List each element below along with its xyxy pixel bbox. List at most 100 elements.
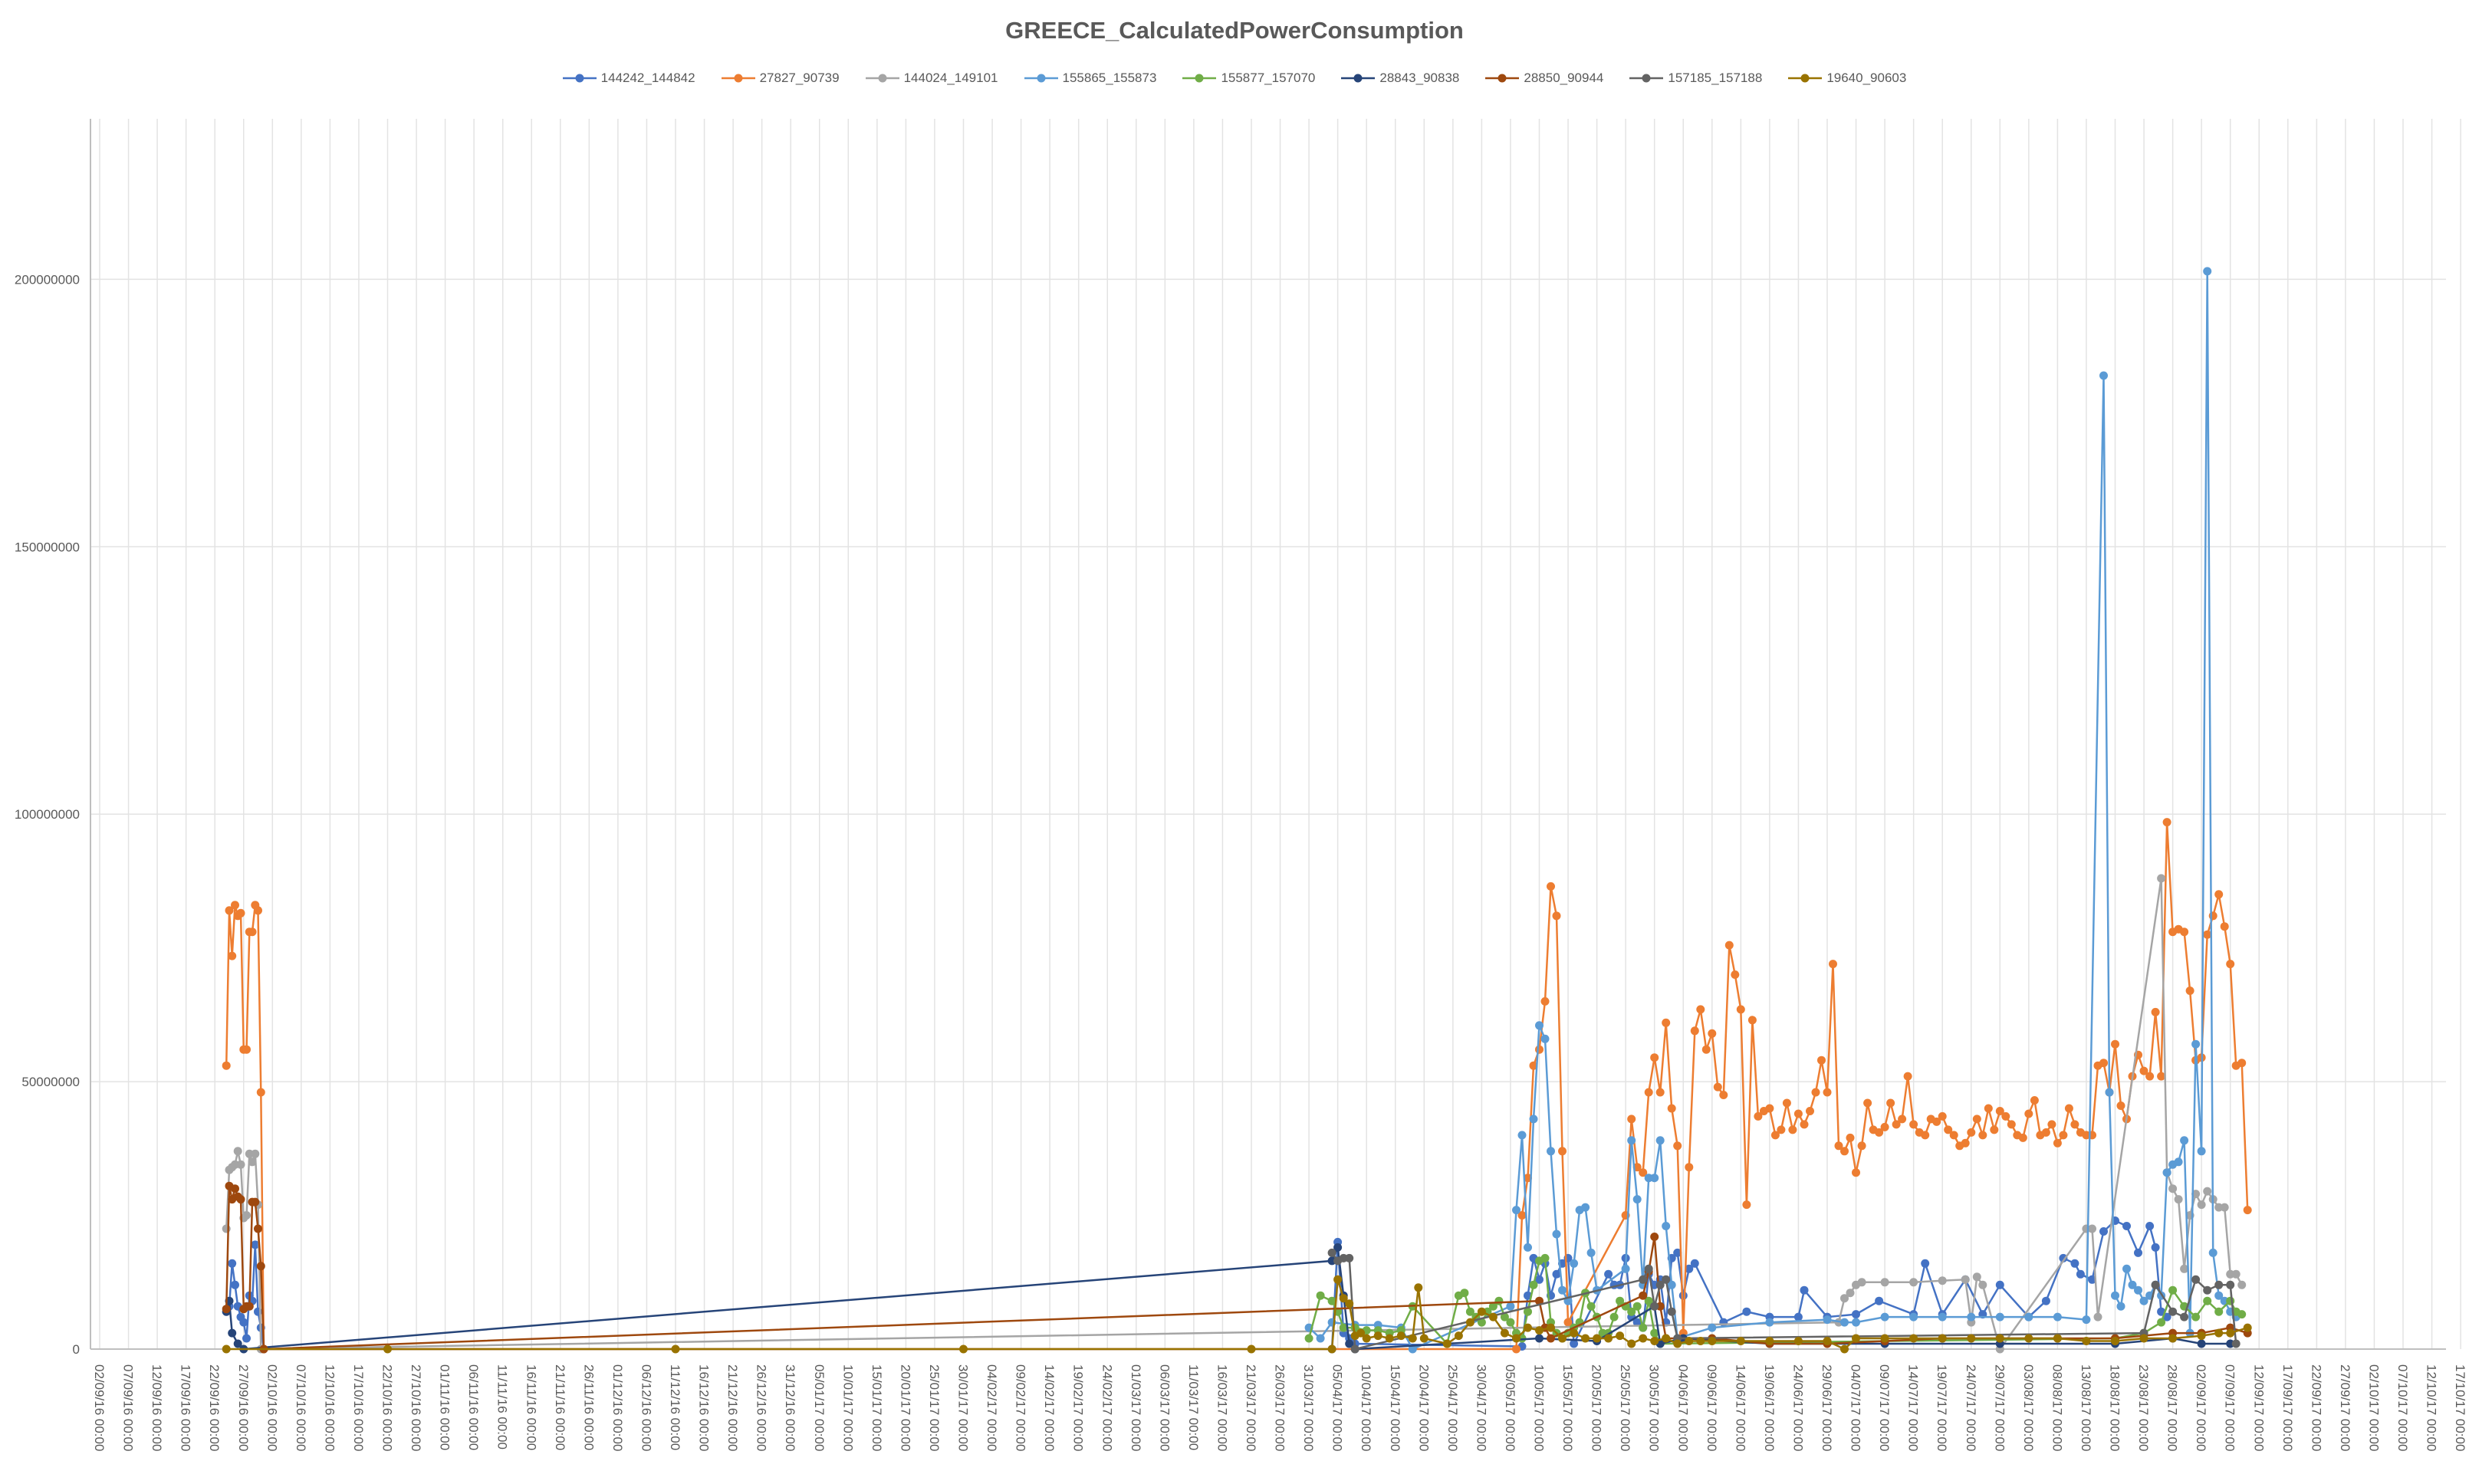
data-point (1535, 1275, 1544, 1284)
data-point (1316, 1334, 1325, 1343)
y-tick-label: 100000000 (15, 807, 80, 822)
data-point (1547, 1147, 1555, 1156)
legend-item: 28843_90838 (1341, 71, 1459, 86)
data-point (231, 1184, 239, 1193)
data-point (1967, 1334, 1976, 1343)
x-tick-label: 05/01/17 00:00 (812, 1364, 827, 1451)
series-line (228, 1220, 2168, 1351)
data-point (1547, 1334, 1555, 1343)
data-point (222, 1344, 231, 1354)
x-tick-label: 17/09/16 00:00 (179, 1364, 193, 1451)
data-point (2220, 922, 2229, 931)
data-point (1823, 1315, 1832, 1325)
x-tick-label: 24/06/17 00:00 (1790, 1364, 1805, 1451)
data-point (2064, 1104, 2073, 1113)
x-tick-label: 30/04/17 00:00 (1474, 1364, 1488, 1451)
data-point (1535, 1334, 1544, 1343)
data-point (1627, 1136, 1636, 1145)
data-point (1972, 1272, 1981, 1282)
series-28850_90944 (222, 1181, 2252, 1354)
data-point (231, 901, 239, 910)
data-point (1685, 1163, 1694, 1172)
x-tick-label: 25/04/17 00:00 (1445, 1364, 1460, 1451)
data-point (1972, 1115, 1981, 1124)
data-point (1995, 1280, 2004, 1289)
x-tick-label: 30/01/17 00:00 (956, 1364, 971, 1451)
data-point (2145, 1222, 2155, 1230)
x-tick-label: 12/10/16 00:00 (322, 1364, 337, 1451)
x-tick-label: 12/09/16 00:00 (150, 1364, 164, 1451)
legend-label: 157185_157188 (1668, 71, 1763, 85)
data-point (248, 927, 257, 937)
data-point (2208, 911, 2217, 921)
data-point (1840, 1147, 1849, 1156)
data-point (1616, 1296, 1625, 1305)
data-point (1529, 1280, 1538, 1289)
data-point (1800, 1120, 1809, 1129)
x-tick-label: 21/12/16 00:00 (725, 1364, 740, 1451)
data-point (1782, 1098, 1791, 1108)
x-tick-label: 15/04/17 00:00 (1388, 1364, 1402, 1451)
x-tick-label: 15/01/17 00:00 (870, 1364, 884, 1451)
data-point (1846, 1133, 1855, 1142)
data-point (2214, 1291, 2224, 1300)
data-point (1552, 1269, 1561, 1279)
x-tick-label: 20/01/17 00:00 (898, 1364, 912, 1451)
data-point (222, 1224, 231, 1233)
x-tick-label: 01/12/16 00:00 (610, 1364, 625, 1451)
data-point (1644, 1296, 1653, 1305)
data-point (2139, 1296, 2148, 1305)
data-point (1880, 1312, 1889, 1321)
x-tick-label: 27/09/17 00:00 (2338, 1364, 2352, 1451)
data-point (2093, 1312, 2102, 1321)
data-point (1793, 1109, 1803, 1118)
series-157185_157188 (1327, 1248, 2241, 1354)
data-point (1604, 1334, 1613, 1343)
data-point (1967, 1128, 1976, 1137)
data-point (1898, 1115, 1907, 1124)
data-point (1667, 1104, 1676, 1113)
data-point (1627, 1339, 1636, 1348)
data-point (2128, 1280, 2137, 1289)
data-point (233, 1339, 242, 1348)
data-point (1673, 1141, 1682, 1151)
x-tick-label: 03/08/17 00:00 (2021, 1364, 2036, 1451)
data-point (1644, 1264, 1653, 1273)
data-point (2024, 1334, 2033, 1343)
data-point (2203, 1296, 2212, 1305)
x-tick-label: 06/12/16 00:00 (639, 1364, 653, 1451)
x-tick-label: 05/05/17 00:00 (1503, 1364, 1517, 1451)
data-point (1350, 1344, 1359, 1354)
x-tick-label: 09/02/17 00:00 (1014, 1364, 1028, 1451)
data-point (2082, 1315, 2091, 1325)
data-point (1558, 1285, 1567, 1295)
legend-item: 155865_155873 (1024, 71, 1156, 86)
data-point (2197, 1339, 2206, 1348)
data-point (1938, 1111, 1947, 1121)
data-point (2191, 1275, 2201, 1284)
x-tick-label: 17/10/17 00:00 (2453, 1364, 2467, 1451)
data-point (242, 1211, 251, 1220)
data-point (1696, 1005, 1705, 1014)
data-point (1627, 1115, 1636, 1124)
x-tick-label: 02/10/16 00:00 (265, 1364, 279, 1451)
data-point (1639, 1168, 1648, 1177)
data-point (256, 1262, 265, 1271)
x-tick-label: 07/10/16 00:00 (294, 1364, 308, 1451)
legend-swatch (1341, 74, 1376, 83)
data-point (1840, 1344, 1849, 1354)
data-point (236, 908, 245, 918)
data-point (2099, 371, 2108, 380)
data-point (2001, 1111, 2010, 1121)
legend-label: 27827_90739 (759, 71, 840, 85)
data-point (228, 1259, 237, 1268)
data-point (1655, 1088, 1665, 1097)
data-point (1586, 1248, 1596, 1257)
data-point (228, 951, 237, 960)
x-tick-label: 30/05/17 00:00 (1647, 1364, 1662, 1451)
data-point (1886, 1098, 1895, 1108)
data-point (1765, 1337, 1774, 1345)
data-point (1345, 1253, 1354, 1262)
data-point (2111, 1291, 2119, 1300)
data-point (1650, 1337, 1659, 1345)
